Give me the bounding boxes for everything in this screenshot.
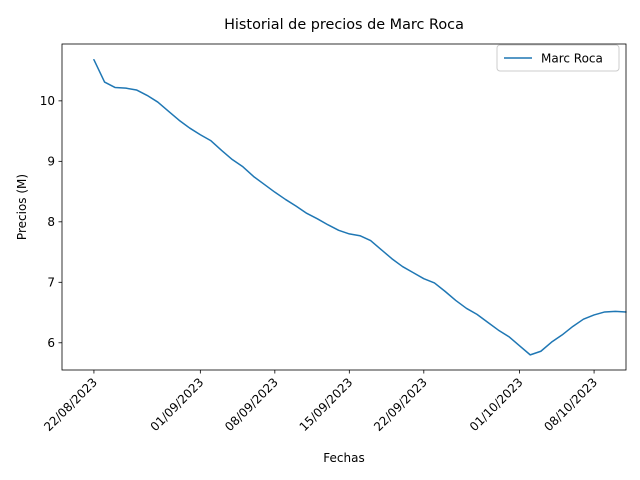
x-tick-label: 22/09/2023 [371,375,430,434]
legend-box [496,44,620,72]
legend: Marc Roca [496,44,620,72]
x-axis: 22/08/2023 01/09/2023 08/09/2023 15/09/2023… [41,370,600,434]
y-axis: 6 7 8 9 10 [40,94,62,350]
y-tick-label: 7 [47,276,55,290]
y-tick-label: 8 [47,215,55,229]
x-tick-label: 01/10/2023 [467,375,526,434]
chart-title: Historial de precios de Marc Roca [224,17,464,33]
x-tick-label: 01/09/2023 [148,375,207,434]
y-tick-label: 10 [40,94,55,108]
x-tick-label: 15/09/2023 [297,375,356,434]
legend-label: Marc Roca [541,51,603,65]
x-tick-label: 08/10/2023 [541,375,600,434]
series-line-0 [93,58,627,356]
x-tick-label: 22/08/2023 [41,375,100,434]
y-tick-label: 6 [47,336,55,350]
x-tick-label: 08/09/2023 [222,375,281,434]
y-tick-label: 9 [47,155,55,169]
x-axis-title: Fechas [323,451,364,465]
y-axis-title: Precios (M) [15,174,29,240]
series-layer [93,58,627,356]
axes-frame [61,43,627,371]
